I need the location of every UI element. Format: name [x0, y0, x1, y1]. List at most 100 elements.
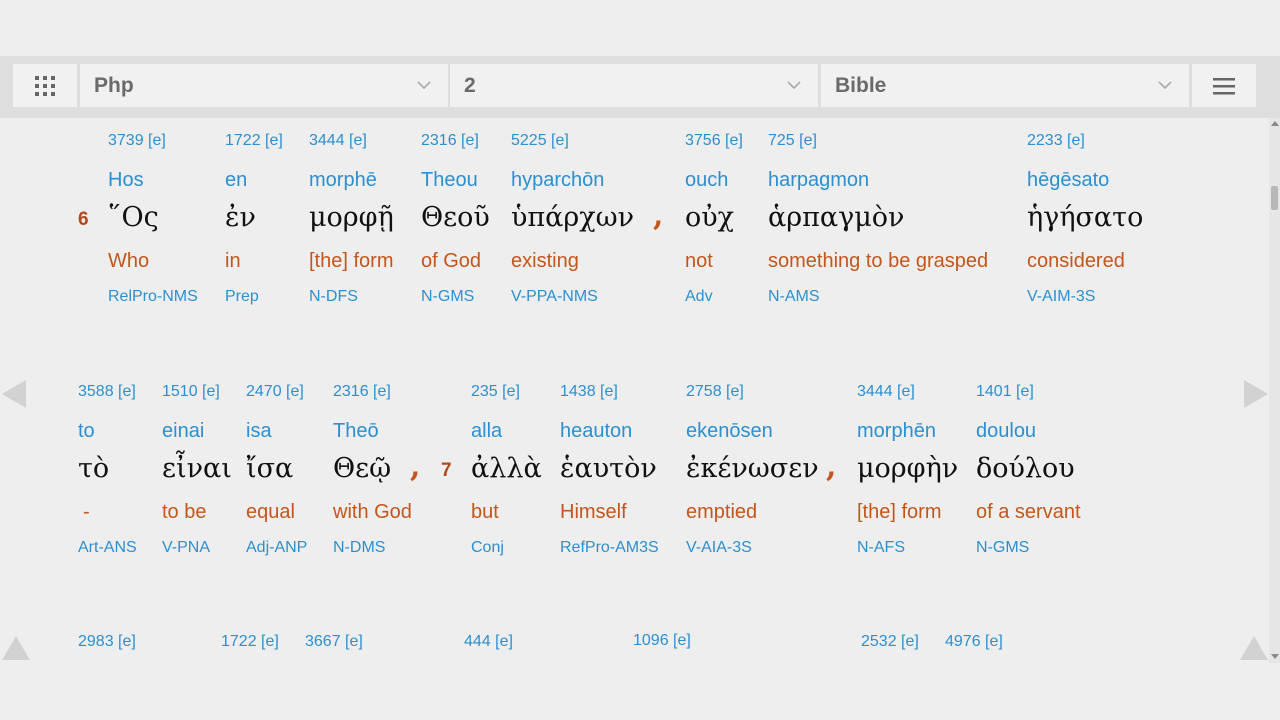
parsing-code[interactable]: V-AIA-3S [686, 539, 752, 556]
strong-number[interactable]: 235 [e] [471, 383, 520, 400]
english-gloss: [the] form [857, 501, 942, 523]
parsing-code[interactable]: N-GMS [976, 539, 1030, 556]
transliteration[interactable]: isa [246, 420, 272, 442]
strong-number[interactable]: 1438 [e] [560, 383, 618, 400]
strong-number[interactable]: 3739 [e] [108, 132, 166, 149]
strong-number[interactable]: 1722 [e] [221, 633, 279, 650]
greek-word: ἐν [225, 202, 256, 233]
strong-number[interactable]: 2532 [e] [861, 633, 919, 650]
parsing-code[interactable]: V-PPA-NMS [511, 288, 598, 305]
english-gloss: existing [511, 250, 579, 272]
arrow-right-icon[interactable] [1242, 378, 1270, 410]
transliteration[interactable]: hyparchōn [511, 169, 605, 191]
english-gloss: equal [246, 501, 295, 523]
transliteration[interactable]: einai [162, 420, 205, 442]
parsing-code[interactable]: RelPro-NMS [108, 288, 198, 305]
parsing-code[interactable]: N-AMS [768, 288, 820, 305]
strong-number[interactable]: 725 [e] [768, 132, 817, 149]
strong-number[interactable]: 2316 [e] [333, 383, 391, 400]
english-gloss: considered [1027, 250, 1125, 272]
strong-number[interactable]: 3444 [e] [309, 132, 367, 149]
english-gloss: Himself [560, 501, 627, 523]
version-select[interactable]: Bible [821, 64, 1189, 107]
parsing-code[interactable]: RefPro-AM3S [560, 539, 659, 556]
greek-word: Θεῷ [333, 453, 392, 484]
parsing-code[interactable]: Conj [471, 539, 504, 556]
parsing-code[interactable]: Adj-ANP [246, 539, 308, 556]
transliteration[interactable]: alla [471, 420, 503, 442]
verse-number[interactable]: 7 [441, 460, 452, 481]
strong-number[interactable]: 4976 [e] [945, 633, 1003, 650]
transliteration[interactable]: en [225, 169, 248, 191]
parsing-code[interactable]: V-AIM-3S [1027, 288, 1096, 305]
strong-number[interactable]: 2983 [e] [78, 633, 136, 650]
strong-number[interactable]: 1722 [e] [225, 132, 283, 149]
scroll-up-arrow-icon[interactable] [1271, 121, 1279, 126]
english-gloss: [the] form [309, 250, 394, 272]
transliteration[interactable]: Hos [108, 169, 144, 191]
book-select[interactable]: Php [80, 64, 448, 107]
strong-number[interactable]: 5225 [e] [511, 132, 569, 149]
greek-word: μορφὴν [857, 453, 959, 484]
parsing-code[interactable]: N-AFS [857, 539, 905, 556]
greek-word: ἑαυτὸν [560, 453, 657, 484]
grid-menu-button[interactable] [13, 64, 77, 107]
punctuation-comma: , [653, 198, 664, 233]
arrow-up-icon[interactable] [0, 634, 32, 662]
transliteration[interactable]: heauton [560, 420, 633, 442]
interlinear-content: 6 3739 [e] Hos ῞Ος Who RelPro-NMS 1722 [… [0, 118, 1280, 663]
strong-number[interactable]: 1096 [e] [633, 632, 691, 649]
scrollbar-thumb[interactable] [1271, 186, 1278, 210]
greek-word: εἶναι [162, 453, 232, 484]
strong-number[interactable]: 3667 [e] [305, 633, 363, 650]
parsing-code[interactable]: V-PNA [162, 539, 211, 556]
parsing-code[interactable]: Prep [225, 288, 259, 305]
arrow-left-icon[interactable] [0, 378, 28, 410]
strong-number[interactable]: 2470 [e] [246, 383, 304, 400]
english-gloss: but [471, 501, 499, 523]
transliteration[interactable]: to [78, 420, 95, 442]
transliteration[interactable]: ekenōsen [686, 420, 773, 442]
strong-number[interactable]: 1401 [e] [976, 383, 1034, 400]
parsing-code[interactable]: N-DFS [309, 288, 358, 305]
transliteration[interactable]: morphē [309, 169, 377, 191]
strong-number[interactable]: 3444 [e] [857, 383, 915, 400]
transliteration[interactable]: harpagmon [768, 169, 870, 191]
english-gloss: not [685, 250, 713, 272]
parsing-code[interactable]: N-DMS [333, 539, 386, 556]
verse-row-1: 6 3739 [e] Hos ῞Ος Who RelPro-NMS 1722 [… [0, 132, 1265, 312]
chapter-select[interactable]: 2 [450, 64, 818, 107]
transliteration[interactable]: Theō [333, 420, 379, 442]
greek-word: Θεοῦ [421, 202, 490, 233]
english-gloss: of God [421, 250, 482, 272]
transliteration[interactable]: hēgēsato [1027, 169, 1110, 191]
transliteration[interactable]: Theou [421, 169, 478, 191]
strong-number[interactable]: 2233 [e] [1027, 132, 1085, 149]
grid-icon [35, 75, 55, 96]
transliteration[interactable]: doulou [976, 420, 1037, 442]
strong-number[interactable]: 3756 [e] [685, 132, 743, 149]
chevron-down-icon [787, 81, 801, 90]
strong-number[interactable]: 444 [e] [464, 633, 513, 650]
strong-number[interactable]: 3588 [e] [78, 383, 136, 400]
greek-word: οὐχ [685, 202, 735, 233]
scroll-down-arrow-icon[interactable] [1271, 654, 1279, 659]
parsing-code[interactable]: Adv [685, 288, 713, 305]
main-menu-button[interactable] [1192, 64, 1256, 107]
strong-number[interactable]: 2758 [e] [686, 383, 744, 400]
chapter-select-value: 2 [464, 73, 476, 97]
english-gloss: emptied [686, 501, 758, 523]
transliteration[interactable]: morphēn [857, 420, 936, 442]
arrow-up-icon[interactable] [1238, 634, 1270, 662]
chevron-down-icon [1158, 81, 1172, 90]
vertical-scrollbar[interactable] [1269, 118, 1280, 663]
strong-number[interactable]: 1510 [e] [162, 383, 220, 400]
parsing-code[interactable]: Art-ANS [78, 539, 137, 556]
parsing-code[interactable]: N-GMS [421, 288, 475, 305]
verse-number[interactable]: 6 [78, 209, 89, 230]
strong-number[interactable]: 2316 [e] [421, 132, 479, 149]
greek-word: τὸ [78, 453, 110, 484]
transliteration[interactable]: ouch [685, 169, 729, 191]
english-gloss: in [225, 250, 241, 272]
